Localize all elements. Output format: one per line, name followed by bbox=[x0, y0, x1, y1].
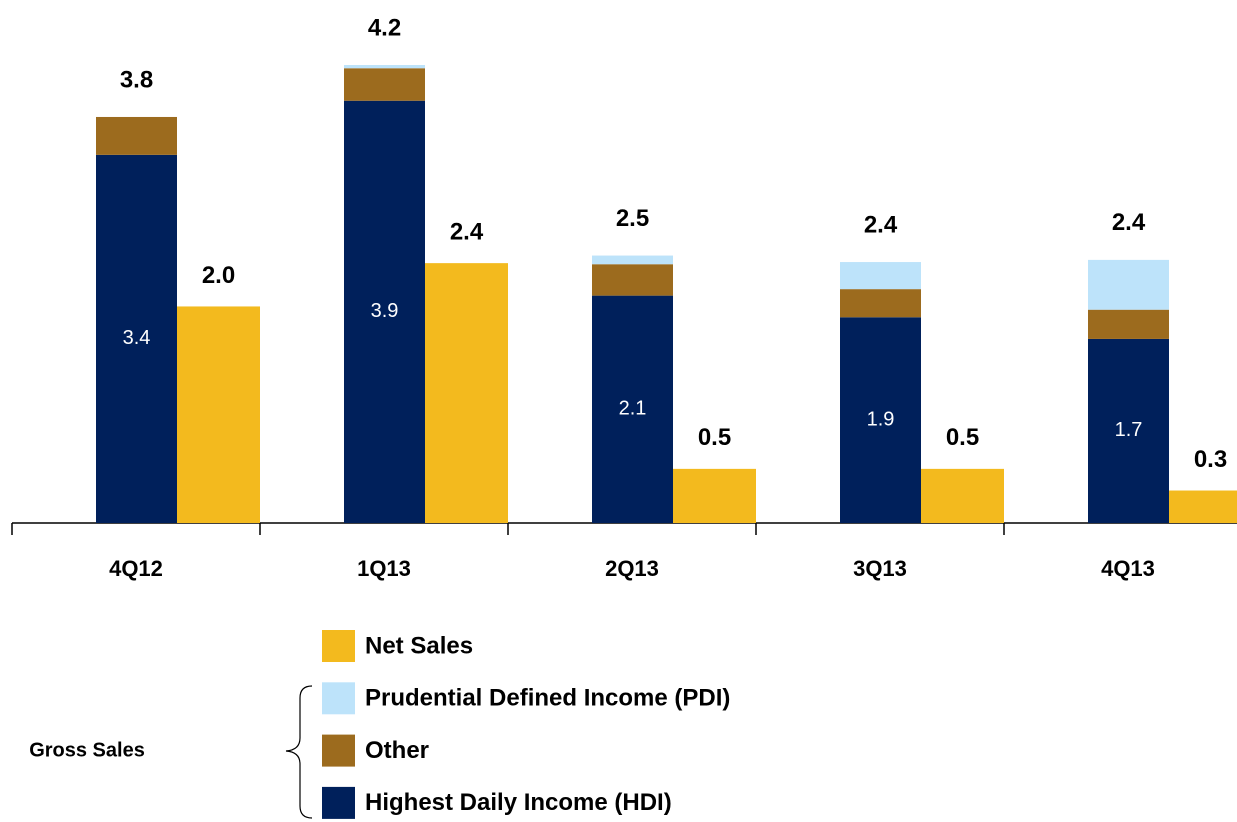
legend-label: Net Sales bbox=[365, 632, 473, 659]
legend-swatch bbox=[322, 734, 355, 767]
gross-bar bbox=[1088, 309, 1169, 339]
x-tick-label: 3Q13 bbox=[853, 556, 907, 581]
gross-bar bbox=[840, 317, 921, 523]
gross-bar bbox=[592, 255, 673, 265]
net-bar bbox=[673, 468, 756, 523]
legend-swatch bbox=[322, 786, 355, 819]
net-label: 0.5 bbox=[946, 424, 979, 451]
gross-bar bbox=[96, 154, 177, 523]
total-label: 2.4 bbox=[1112, 209, 1146, 236]
bar-value-label: 3.4 bbox=[123, 327, 151, 349]
brace bbox=[285, 685, 313, 819]
net-label: 0.3 bbox=[1194, 446, 1227, 473]
total-label: 3.8 bbox=[120, 66, 153, 93]
x-tick-label: 1Q13 bbox=[357, 556, 411, 581]
gross-bar bbox=[840, 262, 921, 290]
net-label: 2.0 bbox=[202, 262, 235, 289]
bar-value-label: 1.7 bbox=[1115, 419, 1143, 441]
gross-bar bbox=[1088, 259, 1169, 310]
total-label: 2.4 bbox=[864, 211, 898, 238]
net-bar bbox=[1169, 490, 1237, 523]
gross-bar bbox=[344, 100, 425, 523]
gross-bar bbox=[1088, 338, 1169, 523]
gross-bar bbox=[592, 295, 673, 523]
total-label: 2.5 bbox=[616, 205, 649, 232]
legend-label: Other bbox=[365, 737, 429, 764]
x-tick-label: 4Q13 bbox=[1101, 556, 1155, 581]
gross-bar bbox=[96, 116, 177, 155]
legend-label: Highest Daily Income (HDI) bbox=[365, 789, 672, 816]
legend-label: Prudential Defined Income (PDI) bbox=[365, 685, 730, 712]
net-bar bbox=[921, 468, 1004, 523]
x-tick-label: 4Q12 bbox=[109, 556, 163, 581]
total-label: 4.2 bbox=[368, 14, 401, 41]
legend-swatch bbox=[322, 682, 355, 715]
gross-label: Gross Sales bbox=[29, 739, 145, 761]
bar-value-label: 3.9 bbox=[371, 300, 399, 322]
gross-bar bbox=[840, 289, 921, 318]
gross-bar bbox=[344, 68, 425, 101]
net-label: 0.5 bbox=[698, 424, 731, 451]
net-bar bbox=[177, 306, 260, 523]
legend-swatch bbox=[322, 630, 355, 662]
bar-value-label: 2.1 bbox=[619, 398, 647, 420]
net-bar bbox=[425, 263, 508, 523]
x-tick-label: 2Q13 bbox=[605, 556, 659, 581]
bar-value-label: 1.9 bbox=[867, 408, 895, 430]
gross-bar bbox=[344, 65, 425, 69]
net-label: 2.4 bbox=[450, 218, 484, 245]
gross-bar bbox=[592, 264, 673, 296]
